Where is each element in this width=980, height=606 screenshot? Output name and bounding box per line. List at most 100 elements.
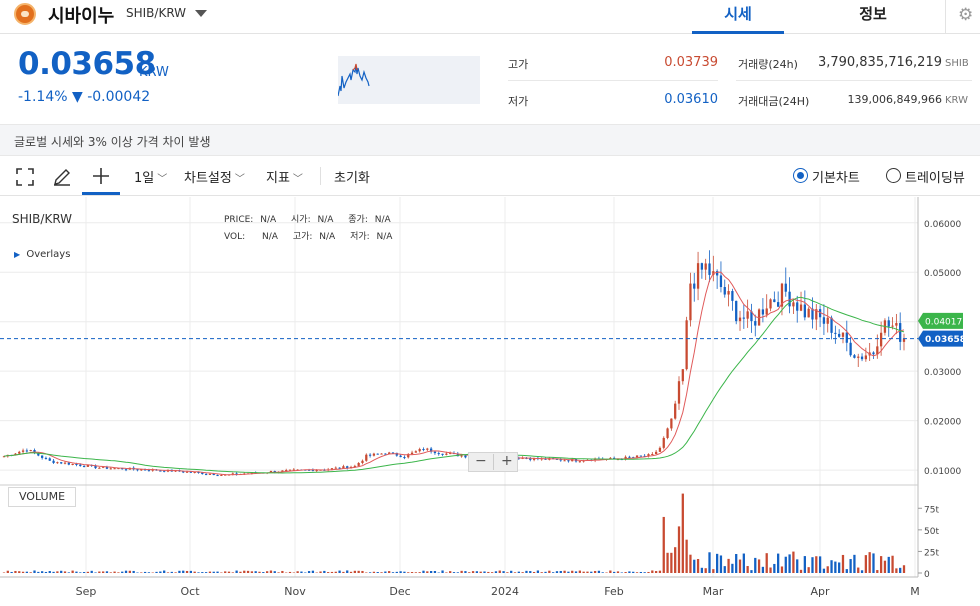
volume-bar [529, 571, 532, 573]
pencil-icon[interactable] [52, 167, 72, 187]
basic-chart-label[interactable]: 기본차트 [812, 171, 860, 186]
settings-button[interactable]: ⚙ [945, 0, 980, 34]
volume-bar [696, 559, 700, 573]
reset-button[interactable]: 초기화 [334, 171, 370, 186]
volume-bar [788, 554, 791, 573]
volume-bar [384, 571, 387, 573]
candle-body [891, 325, 894, 327]
volume-bar [506, 572, 509, 573]
tradingview-radio[interactable] [886, 168, 901, 183]
candle-body [681, 369, 684, 382]
candle-body [346, 466, 349, 469]
tab-info[interactable]: 정보 [859, 5, 887, 23]
volume-bar [56, 571, 59, 573]
ma-short-line [3, 271, 905, 476]
candle-body [849, 342, 852, 356]
coin-pair: SHIB/KRW [126, 6, 187, 20]
volume-bar [750, 570, 753, 573]
volume-tick-label: 50t [924, 527, 939, 537]
zoom-in-button[interactable]: + [501, 453, 513, 469]
ohlc-readout-row2: VOL: N/A 고가: N/A 저가: N/A [224, 229, 392, 242]
candle-body [361, 460, 364, 464]
candle-body [380, 453, 383, 455]
candle-body [330, 468, 334, 470]
volume-bar [246, 570, 250, 573]
candle-body [376, 453, 379, 455]
price-chart[interactable]: Sep Oct Nov Dec 2024 Feb Mar Apr M 0.06000 0.05000… [0, 197, 980, 606]
crosshair-button[interactable] [82, 157, 120, 195]
candle-body [414, 451, 418, 453]
triangle-right-icon: ▶ [14, 250, 21, 259]
candle-body [48, 458, 51, 461]
volume-bar [757, 559, 761, 573]
zoom-out-button[interactable]: − [475, 453, 487, 469]
volume-bar [48, 571, 51, 573]
change-amount: ▼ -0.00042 [71, 89, 151, 105]
candle-body [75, 463, 78, 465]
volume-bar [872, 553, 875, 573]
volume-bar [258, 571, 261, 573]
candle-body [677, 381, 681, 404]
volume-bar [163, 570, 166, 573]
volume-bar [746, 566, 749, 573]
volume-bar [204, 572, 208, 573]
candle-body [140, 469, 143, 471]
volume-bar [288, 571, 292, 573]
candle-body [811, 308, 814, 320]
candle-body [29, 450, 32, 452]
volume-bar [708, 552, 711, 573]
interval-select[interactable]: 1일 ﹀ [134, 167, 167, 186]
candle-body [456, 453, 459, 457]
price-gap-notice: 글로벌 시세와 3% 이상 가격 차이 발생 [0, 124, 980, 156]
volume-bar [754, 557, 757, 573]
candle-body [94, 465, 97, 469]
overlays-toggle[interactable]: ▶ Overlays [14, 249, 70, 260]
volume-bar [269, 570, 273, 573]
volume-bar [155, 571, 158, 573]
candle-body [788, 291, 791, 307]
candle-body [429, 448, 433, 452]
volume-bar [102, 571, 105, 573]
volume-bar [300, 571, 303, 573]
candle-body [56, 462, 59, 464]
fullscreen-icon[interactable] [16, 168, 34, 186]
volume-bar [628, 571, 631, 573]
candle-body [654, 451, 658, 455]
volume-bar [784, 556, 787, 573]
volume-bar [231, 572, 234, 573]
candle-body [529, 458, 532, 460]
indicators-select[interactable]: 지표 ﹀ [266, 167, 303, 186]
volume-bar [544, 571, 547, 573]
candle-body [151, 469, 154, 471]
candle-body [902, 338, 906, 342]
candle-body [399, 455, 402, 458]
volume-bar [33, 570, 36, 573]
volume-bar [79, 572, 82, 573]
volume-bar [429, 571, 433, 573]
volume-bar [216, 571, 219, 573]
tab-quote[interactable]: 시세 [692, 0, 784, 34]
y-tick-label: 0.01000 [924, 467, 961, 477]
volume-bar [841, 554, 845, 573]
x-tick-label: Oct [180, 585, 200, 598]
volume-bar [548, 570, 551, 573]
candle-body [136, 469, 139, 471]
tradingview-label[interactable]: 트레이딩뷰 [905, 171, 965, 186]
candle-body [147, 470, 151, 472]
candle-body [307, 469, 311, 471]
candle-body [689, 283, 692, 321]
zoom-control[interactable]: − + [468, 452, 518, 472]
volume-bar [719, 555, 723, 573]
chart-canvas[interactable]: Sep Oct Nov Dec 2024 Feb Mar Apr M 0.06000 0.05000… [0, 197, 980, 606]
chart-settings-select[interactable]: 차트설정 ﹀ [184, 167, 245, 186]
volume-bar [208, 571, 212, 573]
basic-chart-radio[interactable] [793, 168, 808, 183]
price-unit: KRW [139, 65, 169, 80]
coin-dropdown-icon[interactable] [195, 10, 207, 17]
y-tick-label: 0.05000 [924, 269, 961, 279]
open-readout-value: N/A [317, 215, 334, 225]
candle-body [727, 291, 730, 295]
candle-body [220, 474, 223, 476]
candle-body [288, 469, 292, 471]
volume-bar [349, 571, 353, 573]
